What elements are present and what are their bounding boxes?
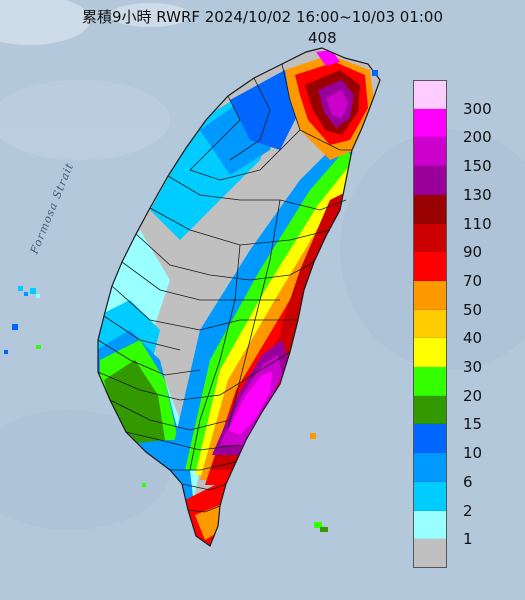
legend-swatch — [413, 223, 447, 253]
legend-label: 30 — [463, 358, 483, 377]
legend-label: 40 — [463, 329, 483, 348]
legend-swatch — [413, 424, 447, 454]
legend-label: 90 — [463, 243, 483, 262]
legend-swatch — [413, 137, 447, 167]
county-borders — [97, 47, 381, 547]
max-rainfall-label: 408 — [308, 29, 337, 47]
legend-swatch — [413, 252, 447, 281]
legend-label: 10 — [463, 444, 483, 463]
legend-swatch — [413, 166, 447, 195]
legend-swatch — [413, 481, 447, 511]
legend-swatch — [413, 194, 447, 224]
legend-swatch — [413, 395, 447, 425]
legend-swatch — [413, 309, 447, 339]
legend-swatch — [413, 453, 447, 482]
legend-label: 15 — [463, 415, 483, 434]
legend-swatch — [413, 367, 447, 396]
legend-label: 2 — [463, 501, 473, 520]
legend-label: 50 — [463, 300, 483, 319]
legend-label: 70 — [463, 271, 483, 290]
legend-swatch — [413, 510, 447, 540]
legend-label: 6 — [463, 472, 473, 491]
legend-label: 1 — [463, 530, 473, 549]
legend-label: 20 — [463, 386, 483, 405]
sea-rainfall-speckles — [4, 70, 378, 532]
legend-label: 110 — [463, 214, 492, 233]
legend-label: 200 — [463, 128, 492, 147]
map-title: 累積9小時 RWRF 2024/10/02 16:00~10/03 01:00 — [81, 8, 444, 26]
legend-swatch — [413, 280, 447, 310]
legend-label: 150 — [463, 157, 492, 176]
legend-swatch — [413, 539, 447, 568]
legend-label: 300 — [463, 99, 492, 118]
legend-swatch — [413, 80, 447, 109]
legend-swatch — [413, 108, 447, 138]
legend-swatch — [413, 338, 447, 368]
legend-frame — [413, 80, 447, 568]
legend-label: 130 — [463, 185, 492, 204]
